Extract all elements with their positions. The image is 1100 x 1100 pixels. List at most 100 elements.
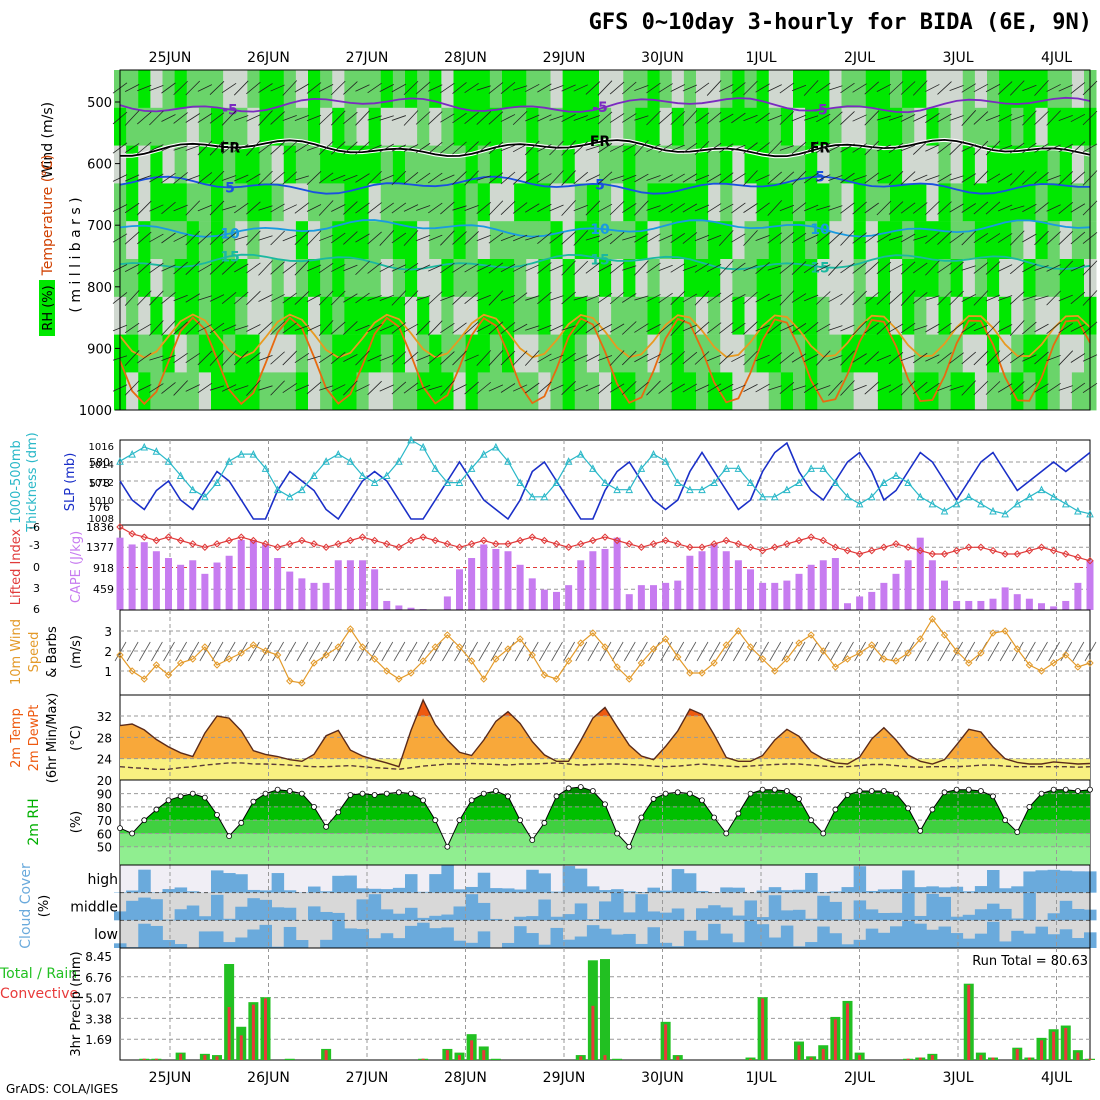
rh-cell [768, 70, 782, 108]
cape-bar [165, 558, 172, 610]
rh-cell [805, 372, 818, 411]
wind-barb [525, 325, 540, 331]
wind-barb [488, 111, 504, 125]
wind-barb [900, 114, 916, 122]
wind-barb [815, 350, 831, 366]
cloud-cell [938, 896, 951, 921]
wind10-barb [369, 641, 381, 662]
cape-bar [1038, 603, 1045, 610]
rh-cell [611, 372, 624, 411]
cloud-cell [671, 908, 685, 921]
rh-cell [344, 70, 357, 108]
cape-bar [722, 551, 730, 610]
rh-cell [1023, 296, 1036, 335]
wind-barb [731, 233, 746, 243]
wind-barb [246, 140, 261, 156]
wind-barb [136, 261, 152, 275]
wind-barb [234, 235, 249, 241]
li-marker [467, 540, 476, 548]
wind-barb [973, 290, 989, 306]
wind-barb [840, 230, 855, 246]
rh-cell [599, 107, 612, 146]
thickness-marker [928, 499, 937, 508]
cape-bar [310, 582, 318, 610]
cloud-cell [962, 938, 976, 948]
li-marker [710, 540, 718, 548]
cloud-cell [562, 939, 576, 948]
isotherm-line [119, 96, 1091, 114]
li-marker [892, 540, 900, 548]
rh-cell [271, 259, 285, 297]
li-marker [176, 536, 185, 545]
wind-barb [622, 293, 637, 303]
cloud-cell [271, 873, 285, 893]
wind-barb [634, 140, 649, 156]
thickness-marker [516, 478, 524, 487]
cloud-cell [1011, 930, 1024, 948]
rh-cell [817, 183, 830, 222]
cloud-cell [162, 940, 175, 948]
rh-cell [417, 145, 430, 184]
wind-barb [658, 143, 673, 153]
wind-barb [1058, 171, 1074, 185]
wind-barb [706, 234, 722, 242]
wind-barb [488, 82, 504, 94]
wind-barb [319, 385, 334, 391]
wind-barb [658, 174, 673, 182]
rh-cell [938, 107, 951, 146]
wind-barb [524, 350, 540, 366]
wind-barb [840, 172, 855, 184]
wind-barb [525, 114, 540, 122]
wind-barb [173, 321, 188, 335]
rh2m-band [120, 806, 1090, 821]
rh-cell [586, 296, 600, 335]
rh-cell [877, 372, 891, 411]
rh-cell [138, 221, 151, 260]
wind-barb [415, 320, 431, 336]
rh-cell [671, 107, 685, 146]
wind-barb [343, 231, 358, 245]
rh-cell [502, 183, 515, 222]
rh-cell [1011, 221, 1024, 260]
cape-bar [686, 555, 694, 610]
wind-barb [282, 262, 297, 274]
wind-barb [852, 262, 867, 274]
rh-cell [853, 107, 867, 146]
rh-cell [453, 334, 466, 373]
isotherm-label: 5 [225, 180, 235, 196]
rh-cell [223, 107, 236, 146]
wind-barb [1022, 295, 1037, 301]
wind-barb [622, 235, 637, 241]
wind-barb [791, 84, 807, 92]
li-marker [1062, 550, 1070, 558]
rh-cell [780, 259, 794, 297]
wind-barb [670, 84, 685, 92]
wind-barb [500, 114, 516, 122]
thickness-marker [213, 478, 221, 487]
precip-conv-bar [1064, 1028, 1068, 1060]
slp-tick: 1014 [89, 460, 114, 471]
rh2m-marker [699, 797, 705, 804]
wind-barb [124, 350, 140, 366]
rh-cell [441, 183, 454, 222]
wind10-barb [963, 641, 976, 662]
wind-barb [573, 295, 588, 301]
rh2m-marker [214, 811, 220, 818]
wind10-marker [564, 657, 573, 665]
rh2m-marker [602, 801, 608, 808]
rh-cell [1011, 334, 1024, 373]
rh-cell [514, 183, 527, 222]
wind-barb [294, 231, 310, 245]
cloud-cell [138, 923, 151, 948]
wind10-marker [1062, 651, 1070, 659]
li-marker [649, 540, 658, 548]
label-precip-conv: Convective [0, 986, 78, 1002]
wind-barb [209, 385, 225, 391]
wind-barb [440, 230, 455, 246]
wind10-barb [563, 641, 575, 662]
wind-barb [828, 205, 843, 211]
wind10-barb [854, 641, 866, 662]
wind10-marker [989, 629, 997, 637]
cape-bar [734, 560, 742, 610]
wind-barb [282, 322, 297, 334]
